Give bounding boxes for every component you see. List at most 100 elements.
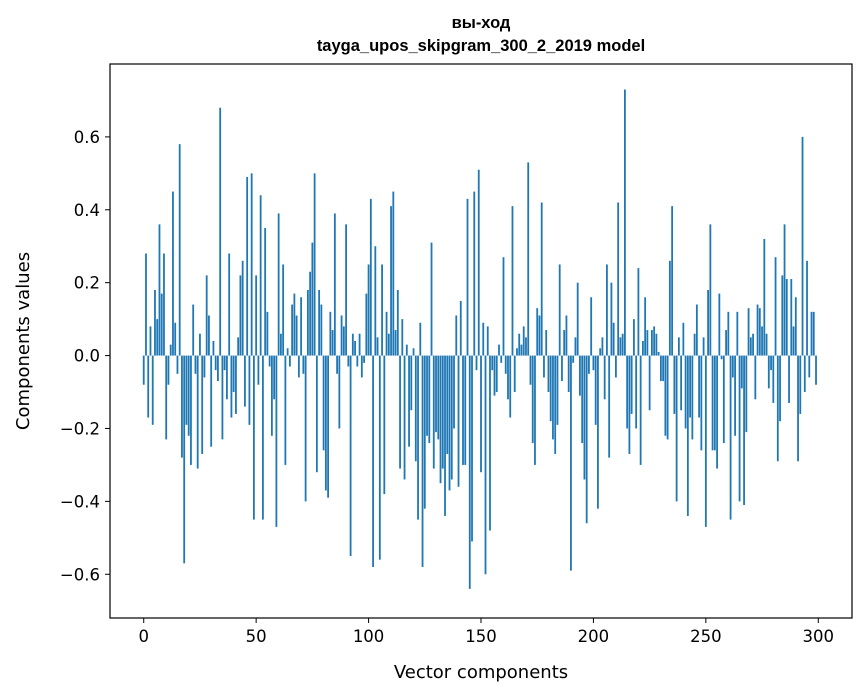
bar	[444, 355, 446, 516]
bar	[655, 333, 658, 356]
bar	[468, 355, 471, 589]
bar	[536, 308, 539, 356]
bar	[156, 319, 159, 356]
bar	[172, 191, 174, 356]
bar	[772, 355, 775, 403]
bar	[567, 355, 570, 393]
bar	[727, 311, 730, 356]
bar	[716, 355, 718, 469]
bar	[781, 275, 784, 356]
bar	[176, 355, 179, 374]
bar	[279, 333, 282, 356]
bar	[477, 169, 480, 356]
bar	[268, 355, 271, 367]
bar	[291, 304, 294, 356]
bar	[628, 355, 631, 454]
bar	[603, 355, 606, 400]
bar	[565, 315, 568, 356]
bar	[579, 355, 581, 396]
x-tick-label: 150	[465, 627, 497, 646]
bar	[543, 355, 545, 378]
bar	[255, 275, 258, 356]
bar	[178, 144, 181, 356]
bar	[304, 355, 307, 502]
bar	[333, 213, 336, 356]
bar	[383, 355, 386, 495]
bar	[372, 355, 374, 567]
bar	[217, 355, 219, 382]
bar	[525, 337, 527, 356]
bar	[765, 333, 768, 356]
bar	[644, 297, 647, 356]
bar	[313, 173, 316, 356]
bar	[527, 162, 530, 356]
bar	[331, 330, 334, 356]
bar	[297, 355, 300, 378]
bar	[718, 293, 721, 356]
bar	[174, 322, 177, 356]
bar	[484, 355, 487, 575]
bar	[448, 355, 451, 491]
bar	[399, 355, 401, 469]
x-tick-label: 0	[138, 627, 149, 646]
bar	[322, 355, 325, 451]
y-axis-label: Components values	[13, 252, 34, 430]
bar	[450, 355, 453, 480]
bar	[612, 322, 615, 356]
bar	[232, 355, 235, 393]
bar	[729, 355, 732, 520]
bar	[259, 195, 262, 356]
bar	[754, 355, 757, 400]
bar	[792, 326, 795, 356]
bar	[534, 355, 536, 465]
bar	[572, 355, 575, 363]
bar	[392, 191, 395, 356]
bar	[686, 355, 689, 516]
bar	[725, 330, 727, 356]
bar	[426, 355, 428, 436]
bar	[419, 322, 422, 356]
bar	[149, 326, 152, 356]
bar	[581, 355, 584, 444]
bar	[210, 355, 213, 447]
bar	[585, 355, 588, 524]
bar	[633, 319, 635, 356]
bar	[257, 355, 260, 385]
bar	[142, 355, 145, 385]
bar	[318, 289, 321, 356]
bar	[446, 355, 449, 454]
bar	[707, 289, 709, 356]
bar	[520, 344, 523, 356]
bar	[704, 355, 707, 527]
bar	[552, 355, 554, 440]
bar	[345, 224, 347, 356]
bar	[797, 355, 799, 462]
bar	[522, 326, 525, 356]
bar	[154, 289, 156, 356]
bar	[181, 355, 183, 458]
bar	[167, 355, 170, 385]
bar	[387, 333, 390, 356]
bar	[228, 253, 231, 356]
bar	[471, 355, 473, 542]
bar	[677, 337, 680, 356]
bar	[219, 107, 222, 356]
bar	[324, 355, 327, 491]
bar	[226, 355, 228, 400]
bar	[282, 264, 285, 356]
bar	[349, 355, 352, 557]
bar	[201, 355, 204, 454]
bar	[250, 173, 253, 356]
bar	[659, 355, 662, 382]
bar	[740, 355, 743, 389]
bar	[286, 348, 289, 356]
bar	[376, 337, 379, 356]
bar	[480, 355, 482, 473]
bar	[293, 293, 296, 356]
bar	[354, 341, 356, 356]
bar	[650, 330, 653, 356]
bar	[300, 297, 303, 356]
bar	[437, 355, 440, 440]
bar	[453, 355, 455, 429]
bar	[624, 89, 626, 356]
